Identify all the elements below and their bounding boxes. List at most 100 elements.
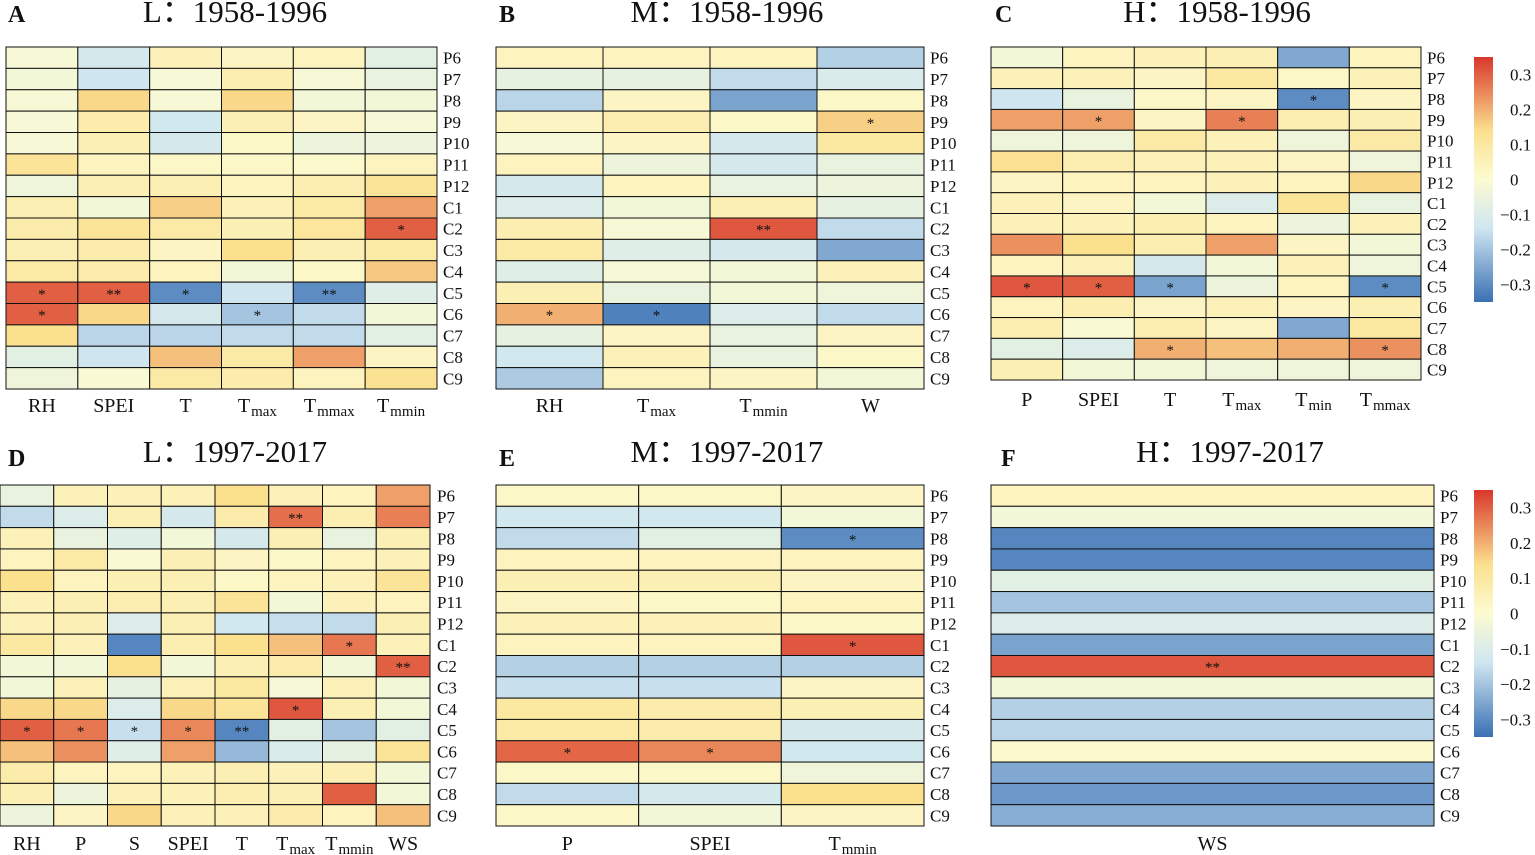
heatmap-cell [1348,317,1422,339]
heatmap-cell [1277,233,1350,256]
heatmap-cell [638,569,782,593]
row-label: P12 [1427,173,1453,192]
heatmap-cell [638,761,782,784]
row-label: P9 [443,113,461,132]
heatmap-cell [602,46,711,69]
heatmap-cell [221,260,294,283]
row-label: P11 [443,156,469,175]
heatmap-cell [602,67,711,91]
heatmap-cell [495,569,640,593]
heatmap-cell [780,655,925,678]
heatmap-cell [5,46,79,69]
heatmap-cell [990,192,1064,215]
heatmap-cell [495,782,640,806]
heatmap-cell [1277,296,1350,319]
heatmap-cell [1133,129,1207,152]
row-label: P9 [930,551,948,570]
heatmap-panel-f: F H：1997-2017 ** P6 P7 P8 P9 P10 P11 P12 C1 C2 C3 C4 C… [990,434,1466,855]
row-label: P7 [437,508,455,527]
heatmap-cell [214,655,270,678]
heatmap-cell [638,633,782,657]
heatmap-cell [364,89,438,112]
heatmap-cell [638,548,782,571]
row-label: C4 [930,262,950,281]
heatmap-cell [495,110,604,134]
row-label: C7 [930,764,950,783]
significance-mark: * [131,724,139,740]
heatmap-cell [1205,358,1279,381]
heatmap-cell [221,217,294,240]
heatmap-cell [816,196,925,219]
row-label: P11 [1427,152,1453,171]
heatmap-cell [1348,67,1422,90]
row-label: P10 [1440,572,1466,591]
row-label: P12 [443,177,469,196]
heatmap-cell [602,217,711,240]
heatmap-cell [495,67,604,91]
heatmap-cell [990,171,1064,194]
heatmap-cell [1133,108,1207,131]
heatmap-cell [268,718,323,742]
heatmap-cell [0,548,55,571]
colorbar-tick-label: 0.3 [1510,66,1531,85]
heatmap-cell [816,303,925,326]
heatmap-cell [77,260,151,283]
heatmap-cell [1133,46,1207,69]
heatmap-cell [322,718,377,742]
heatmap-cell [1205,337,1279,360]
row-label: C1 [930,636,950,655]
heatmap-cell [53,655,108,678]
row-label: C5 [1427,277,1447,296]
heatmap-cell [322,569,377,593]
heatmap-cell [375,505,431,529]
row-label: P8 [437,529,455,548]
heatmap-cell [268,761,323,784]
heatmap-cell [322,740,377,763]
heatmap-cell [990,612,1435,635]
heatmap-cell [5,67,79,91]
row-label: P12 [930,615,956,634]
heatmap-cell [816,89,925,112]
heatmap-cell [638,782,782,806]
heatmap-cell [77,46,151,69]
panel-letter: E [499,446,515,472]
heatmap-cell [638,484,782,507]
heatmap-cell [709,110,818,134]
row-label: P8 [930,91,948,110]
heatmap-cell [1133,171,1207,194]
row-label: C5 [443,284,463,303]
column-label: Tmax [637,395,677,420]
heatmap-cell [292,196,366,219]
heatmap-cell [0,676,55,699]
heatmap-cell [816,132,925,155]
heatmap-cell [1062,88,1135,110]
heatmap-cell [292,260,366,283]
heatmap-cell [5,238,79,262]
row-label: C2 [930,220,950,239]
heatmap-cell [780,591,925,614]
heatmap-cell [602,324,711,347]
colorbar-tick-label: −0.1 [1500,206,1531,225]
column-label: Tmmin [377,395,426,420]
heatmap-cell [77,174,151,198]
row-label: P9 [1440,551,1458,570]
row-label: P11 [437,593,463,612]
row-label: P9 [1427,111,1445,130]
heatmap-cell [160,484,216,507]
heatmap-cell [221,345,294,369]
colorbar-tick-label: 0.1 [1510,569,1531,588]
column-label: Tmmax [304,395,355,420]
heatmap-cell [1348,213,1422,235]
heatmap-cell [1205,254,1279,277]
column-label: Tmmin [325,833,374,855]
heatmap-cell [990,782,1435,806]
column-label: WS [388,833,418,855]
row-label: C5 [930,721,950,740]
heatmap-cell [1062,233,1135,256]
heatmap-cell [1205,129,1279,152]
heatmap-cell [364,238,438,262]
heatmap-cell [638,527,782,550]
column-label: W [861,395,880,417]
heatmap-cell [495,324,604,347]
heatmap-cell [638,804,782,827]
